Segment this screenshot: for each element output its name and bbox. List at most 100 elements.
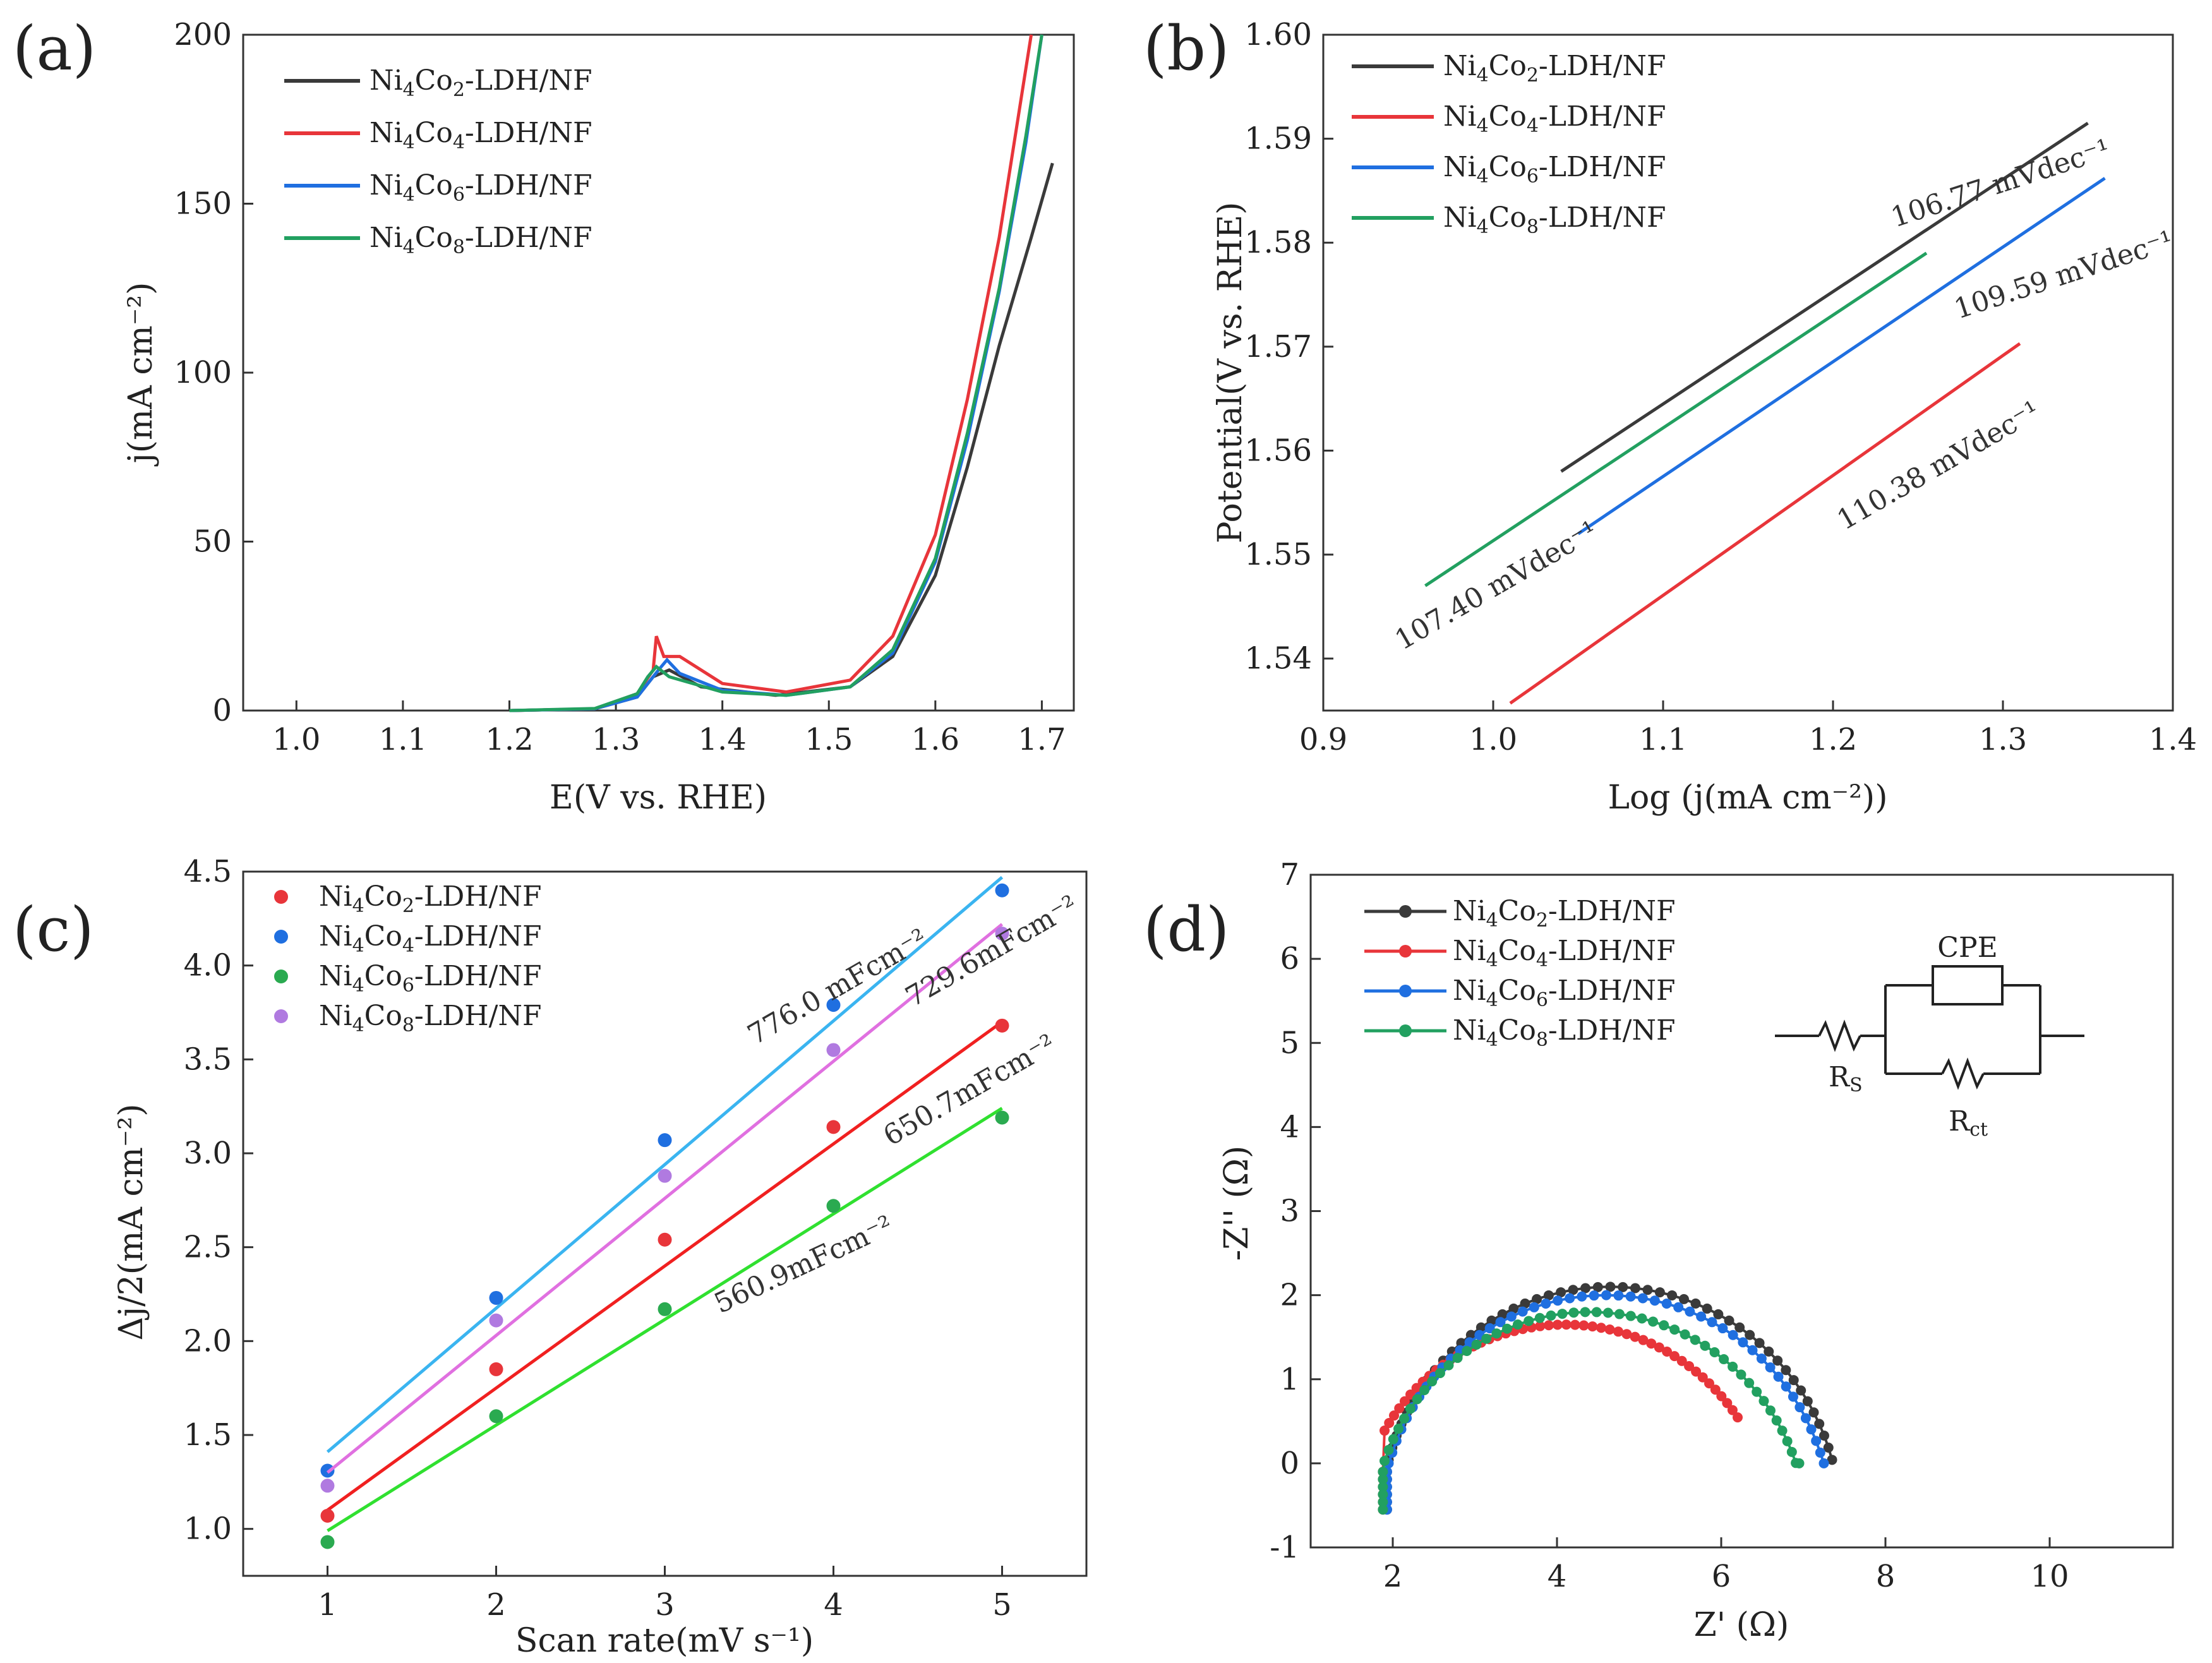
data-point (320, 1479, 335, 1493)
nyquist-point (1685, 1306, 1695, 1317)
nyquist-point (1491, 1328, 1502, 1339)
nyquist-point (1378, 1474, 1388, 1485)
nyquist-point (1552, 1319, 1563, 1330)
nyquist-point (1378, 1489, 1388, 1500)
nyquist-point (1796, 1385, 1806, 1396)
nyquist-point (1802, 1396, 1813, 1407)
x-tick-label: 4 (1548, 1559, 1567, 1594)
y-tick-label: 4 (1280, 1109, 1299, 1144)
nyquist-point (1638, 1335, 1649, 1345)
y-tick-label: 1.54 (1244, 641, 1312, 676)
circuit-cpe-label: CPE (1937, 932, 1997, 964)
x-tick-label: 8 (1876, 1559, 1896, 1594)
nyquist-point (1384, 1417, 1395, 1428)
tafel-line (1424, 251, 1928, 587)
y-tick-label: 4.0 (184, 948, 232, 983)
y-tick-label: 3 (1280, 1194, 1299, 1229)
nyquist-point (1592, 1282, 1603, 1292)
nyquist-point (1476, 1322, 1486, 1333)
y-tick-label: 7 (1280, 857, 1299, 892)
nyquist-point (1707, 1317, 1717, 1328)
x-tick-label: 1 (318, 1587, 337, 1623)
nyquist-point (1596, 1323, 1606, 1333)
panel-d: (d) 2 4 6 8 10 -1 0 1 2 3 4 5 6 7 Ni4Co2-LDH/NFNi4Co4… (1143, 857, 2174, 1644)
nyquist-point (1734, 1322, 1745, 1333)
nyquist-point (1771, 1415, 1782, 1426)
nyquist-point (1565, 1293, 1575, 1304)
data-point (995, 1018, 1009, 1033)
data-point (826, 998, 841, 1012)
y-tick-label: 150 (174, 186, 232, 222)
x-tick-label: 1.1 (1639, 722, 1687, 757)
nyquist-point (1553, 1295, 1563, 1306)
panel-c-label: (c) (13, 894, 94, 965)
legend-label: Ni4Co2-LDH/NF (370, 64, 592, 101)
nyquist-point (1764, 1346, 1774, 1357)
x-tick-label: 5 (992, 1587, 1012, 1623)
equivalent-circuit (1775, 965, 2084, 1090)
data-point (489, 1409, 503, 1424)
nyquist-point (1393, 1424, 1404, 1434)
x-tick-label: 1.4 (698, 722, 746, 757)
nyquist-point (1535, 1321, 1546, 1331)
panel-d-frame (1309, 874, 2174, 1549)
nyquist-point (1506, 1311, 1517, 1322)
nyquist-point (1462, 1346, 1472, 1357)
panel-b-label: (b) (1143, 13, 1229, 84)
nyquist-point (1452, 1352, 1463, 1363)
nyquist-point (1781, 1381, 1791, 1392)
nyquist-point (1673, 1302, 1684, 1312)
nyquist-point (1399, 1396, 1410, 1407)
nyquist-point (1765, 1362, 1776, 1373)
nyquist-point (1649, 1295, 1660, 1306)
panel-c-ylabel: Δj/2(mA cm⁻²) (112, 1104, 150, 1341)
nyquist-point (1605, 1282, 1616, 1292)
nyquist-point (1419, 1384, 1430, 1395)
nyquist-point (1557, 1309, 1568, 1319)
nyquist-point (1394, 1403, 1405, 1414)
y-tick-label: 2.0 (184, 1323, 232, 1359)
legend-label: Ni4Co2-LDH/NF (319, 880, 542, 917)
x-tick-label: 6 (1712, 1559, 1731, 1594)
nyquist-point (1781, 1365, 1791, 1376)
linear-fit (327, 1107, 1003, 1532)
nyquist-point (1544, 1320, 1554, 1331)
legend-label: Ni4Co8-LDH/NF (1453, 1014, 1676, 1051)
nyquist-point (1788, 1391, 1798, 1402)
nyquist-point (1811, 1436, 1822, 1446)
panel-a-frame (242, 33, 1075, 712)
nyquist-point (1602, 1307, 1613, 1318)
x-tick-label: 3 (655, 1587, 675, 1623)
nyquist-point (1621, 1329, 1632, 1340)
legend-label: Ni4Co4-LDH/NF (319, 920, 542, 957)
nyquist-point (1733, 1412, 1743, 1423)
nyquist-point (1512, 1319, 1523, 1330)
nyquist-point (1618, 1282, 1628, 1292)
y-tick-label: 5 (1280, 1025, 1299, 1060)
legend-marker (1399, 945, 1412, 958)
nyquist-point (1722, 1398, 1733, 1408)
slope-annotation: 106.77 mVdec⁻¹ (1887, 133, 2114, 234)
nyquist-point (1728, 1330, 1738, 1340)
tafel-line (1509, 342, 2021, 705)
nyquist-point (1669, 1351, 1680, 1362)
nyquist-point (1684, 1360, 1695, 1371)
x-tick-label: 2 (1383, 1559, 1403, 1594)
circuit-rct-label: Rct (1949, 1105, 1988, 1141)
nyquist-point (1709, 1347, 1720, 1357)
y-tick-label: 4.5 (184, 854, 232, 889)
data-point (995, 927, 1009, 941)
legend-marker (274, 890, 288, 904)
nyquist-point (1690, 1298, 1701, 1309)
nyquist-point (1613, 1326, 1624, 1337)
data-point (658, 1302, 672, 1316)
nyquist-point (1765, 1405, 1776, 1416)
nyquist-point (1501, 1323, 1512, 1334)
nyquist-point (1508, 1303, 1519, 1314)
x-tick-label: 1.3 (592, 722, 640, 757)
y-tick-label: 1.0 (184, 1511, 232, 1547)
x-tick-label: 1.0 (1469, 722, 1517, 757)
y-tick-label: 1.60 (1244, 17, 1312, 52)
nyquist-point (1532, 1294, 1542, 1304)
